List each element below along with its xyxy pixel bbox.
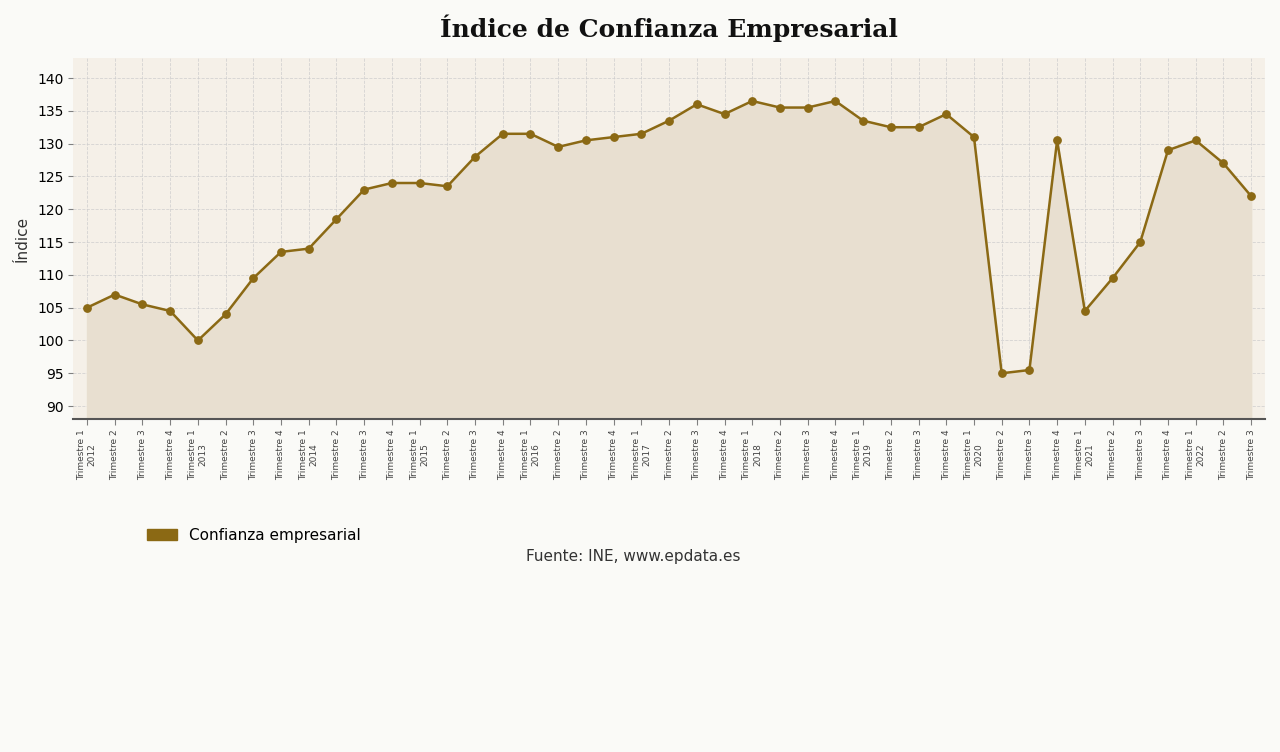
Point bbox=[436, 180, 457, 193]
Title: Índice de Confianza Empresarial: Índice de Confianza Empresarial bbox=[440, 15, 899, 43]
Point bbox=[576, 135, 596, 147]
Point bbox=[881, 121, 901, 133]
Point bbox=[603, 131, 623, 143]
Point bbox=[909, 121, 929, 133]
Point bbox=[964, 131, 984, 143]
Point bbox=[381, 177, 402, 189]
Point bbox=[188, 335, 209, 347]
Point bbox=[742, 95, 763, 107]
Point bbox=[714, 108, 735, 120]
Point bbox=[215, 308, 236, 320]
Point bbox=[1185, 135, 1206, 147]
Point bbox=[936, 108, 956, 120]
Point bbox=[77, 302, 97, 314]
Point bbox=[105, 289, 125, 301]
Point bbox=[548, 141, 568, 153]
Point bbox=[1213, 157, 1234, 169]
Text: Fuente: INE, www.epdata.es: Fuente: INE, www.epdata.es bbox=[526, 549, 741, 564]
Point bbox=[659, 114, 680, 126]
Point bbox=[1047, 135, 1068, 147]
Point bbox=[1102, 272, 1123, 284]
Point bbox=[465, 150, 485, 162]
Point bbox=[1075, 305, 1096, 317]
Legend: Confianza empresarial: Confianza empresarial bbox=[141, 521, 367, 549]
Y-axis label: Índice: Índice bbox=[15, 216, 29, 262]
Point bbox=[520, 128, 540, 140]
Point bbox=[271, 246, 292, 258]
Point bbox=[992, 367, 1012, 379]
Point bbox=[410, 177, 430, 189]
Point bbox=[243, 272, 264, 284]
Point bbox=[132, 299, 152, 311]
Point bbox=[1240, 190, 1261, 202]
Point bbox=[686, 99, 707, 111]
Point bbox=[298, 243, 319, 255]
Point bbox=[326, 213, 347, 225]
Point bbox=[1130, 236, 1151, 248]
Point bbox=[769, 102, 790, 114]
Point bbox=[1019, 364, 1039, 376]
Point bbox=[160, 305, 180, 317]
Point bbox=[852, 114, 873, 126]
Point bbox=[493, 128, 513, 140]
Point bbox=[1157, 144, 1178, 156]
Point bbox=[826, 95, 846, 107]
Point bbox=[355, 183, 375, 196]
Point bbox=[631, 128, 652, 140]
Point bbox=[797, 102, 818, 114]
